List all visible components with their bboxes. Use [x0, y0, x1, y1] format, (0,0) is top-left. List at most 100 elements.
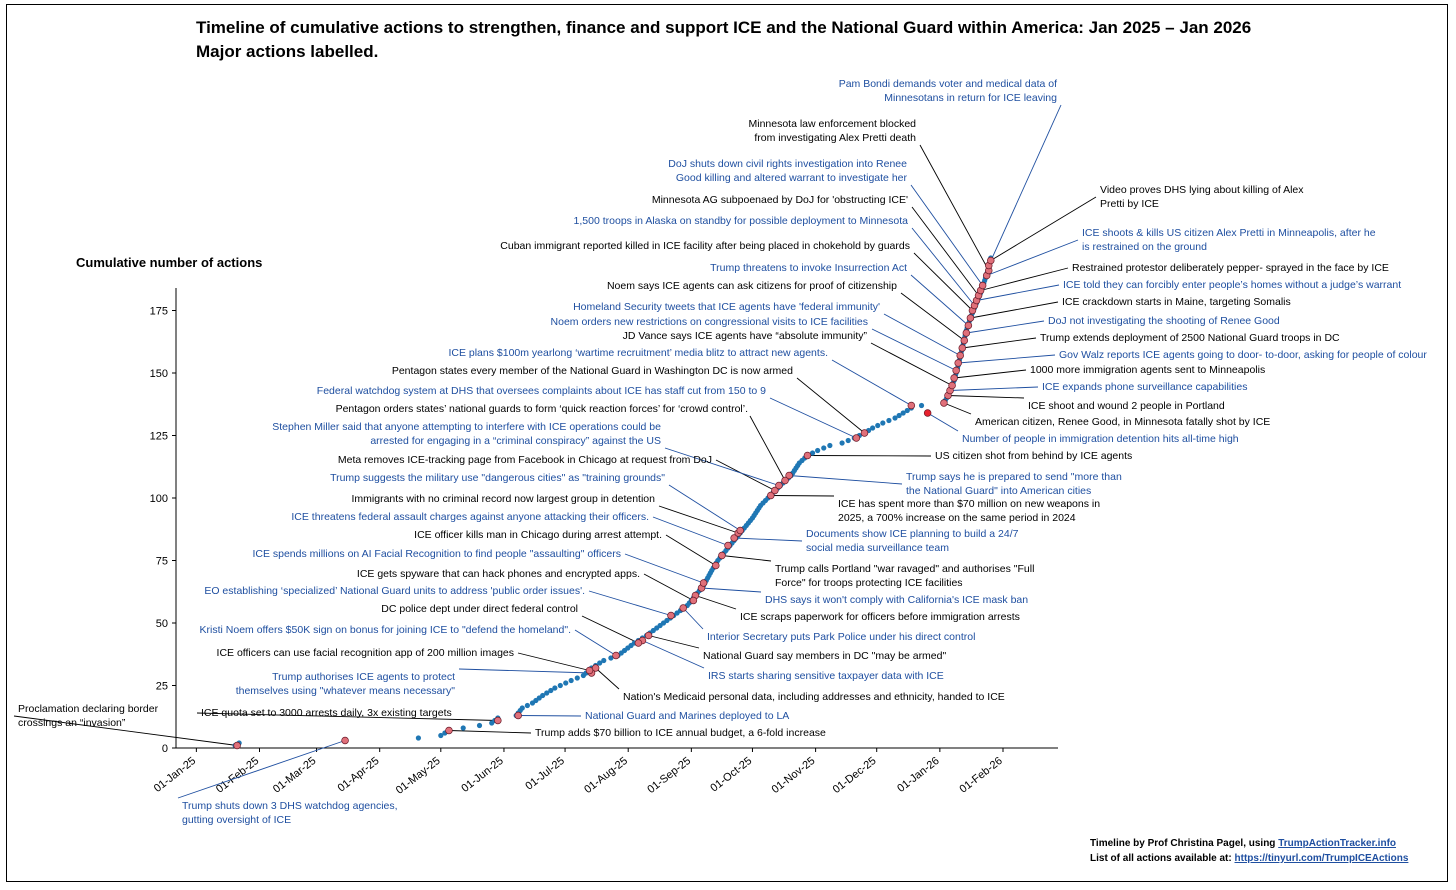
- annotation-label: Proclamation declaring border crossings a…: [18, 703, 159, 729]
- annotation-label-line: Number of people in immigration detentio…: [962, 433, 1239, 445]
- annotation-label-line: US citizen shot from behind by ICE agent…: [935, 450, 1132, 462]
- annotation-leader: [581, 615, 639, 644]
- y-tick-label: 0: [162, 743, 168, 755]
- y-tick-label: 150: [150, 368, 168, 380]
- data-point: [476, 722, 483, 729]
- highlight-point: [767, 491, 775, 500]
- highlight-point: [785, 471, 793, 480]
- annotation-label: Pam Bondi demands voter and medical data…: [839, 78, 1057, 104]
- annotation-label: Number of people in immigration detentio…: [962, 433, 1239, 445]
- chart-frame: [6, 4, 1448, 882]
- data-point: [870, 425, 876, 431]
- x-tick-label: 01-Nov-25: [770, 755, 818, 796]
- annotation-label-line: ICE gets spyware that can hack phones an…: [357, 568, 640, 580]
- highlight-point: [730, 534, 738, 542]
- annotation-label: 1,500 troops in Alaska on standby for po…: [574, 215, 909, 227]
- annotation-leader: [910, 184, 983, 286]
- annotation-label: JD Vance says ICE agents have “absolute …: [623, 330, 868, 342]
- x-tick-label: 01-Jun-25: [459, 755, 505, 795]
- annotation-label-line: Pentagon orders states’ national guards …: [336, 403, 748, 415]
- annotation-label-line: DoJ shuts down civil rights investigatio…: [668, 158, 907, 170]
- data-point: [557, 682, 563, 689]
- annotation-label-line: Trump threatens to invoke Insurrection A…: [710, 262, 907, 274]
- annotation-leader: [807, 455, 932, 457]
- highlight-point: [950, 374, 958, 382]
- highlight-point: [585, 666, 594, 675]
- annotation-label-line: National Guard say members in DC "may be…: [703, 650, 946, 662]
- y-tick-label: 75: [156, 556, 168, 568]
- annotation-label-line: ICE scraps paperwork for officers before…: [740, 611, 1020, 623]
- highlight-point: [724, 541, 732, 550]
- annotation-label: Noem orders new restrictions on congress…: [551, 316, 868, 328]
- annotation-leader: [900, 292, 965, 341]
- annotation-label-line: Federal watchdog system at DHS that over…: [317, 385, 766, 397]
- annotation-label-line: ICE expands phone surveillance capabilit…: [1042, 381, 1247, 393]
- footer-list-text: List of all actions available at:: [1090, 853, 1235, 864]
- annotation-label-line: 1,500 troops in Alaska on standby for po…: [574, 215, 909, 227]
- data-point: [568, 677, 574, 684]
- highlight-point: [494, 716, 502, 725]
- annotation-label-line: Homeland Security tweets that ICE agents…: [573, 301, 880, 313]
- annotation-label-line: DoJ not investigating the shooting of Re…: [1048, 315, 1280, 327]
- annotation-label-line: 2025, a 700% increase on the same period…: [838, 512, 1076, 524]
- data-point: [524, 702, 530, 709]
- annotation-label-line: Trump says he is prepared to send "more …: [906, 471, 1122, 483]
- tracker-link[interactable]: TrumpActionTracker.info: [1278, 838, 1397, 849]
- annotation-label: Minnesota law enforcement blocked from in…: [748, 118, 916, 144]
- data-point: [438, 732, 444, 739]
- annotation-leader: [458, 668, 592, 674]
- annotation-leader: [682, 607, 704, 630]
- annotation-leader: [950, 386, 1039, 391]
- data-point: [839, 440, 845, 446]
- annotation-leader: [643, 573, 694, 601]
- annotation-label: ICE threatens federal assault charges ag…: [291, 511, 649, 523]
- annotation-label: ICE quota set to 3000 arrests daily, 3x …: [201, 707, 452, 719]
- x-tick-label: 01-Sep-25: [645, 755, 693, 796]
- annotation-label: Cuban immigrant reported killed in ICE f…: [500, 240, 910, 252]
- annotation-label-line: Interior Secretary puts Park Police unde…: [707, 631, 975, 643]
- annotation-label-line: themselves using "whatever means necessa…: [236, 685, 456, 697]
- annotation-leader: [652, 516, 729, 546]
- annotation-label-line: Kristi Noem offers $50K sign on bonus fo…: [200, 624, 571, 636]
- annotation-label: IRS starts sharing sensitive taxpayer da…: [708, 670, 944, 682]
- annotation-label-line: crossings an “invasion”: [18, 717, 126, 729]
- annotation-label: ICE shoots & kills US citizen Alex Prett…: [1082, 227, 1376, 253]
- annotation-label-line: arrested for engaging in a “criminal con…: [370, 435, 661, 447]
- highlight-point: [954, 359, 962, 367]
- annotation-label-line: Pentagon states every member of the Nati…: [392, 365, 793, 377]
- annotation-label: ICE plans $100m yearlong ‘wartime recrui…: [448, 347, 828, 359]
- data-point: [827, 442, 833, 449]
- annotation-label-line: Meta removes ICE-tracking page from Face…: [338, 454, 712, 466]
- annotation-label: Trump calls Portland "war ravaged" and a…: [775, 563, 1034, 589]
- annotation-label: ICE told they can forcibly enter people’…: [1063, 279, 1401, 291]
- annotation-label: Trump adds $70 billion to ICE annual bud…: [535, 727, 826, 739]
- annotation-label: DC police dept under direct federal cont…: [381, 603, 578, 615]
- annotation-label: Immigrants with no criminal record now l…: [352, 493, 656, 505]
- chart-title: Timeline of cumulative actions to streng…: [196, 18, 1252, 37]
- highlight-point: [699, 579, 708, 587]
- footer-line-1: Timeline by Prof Christina Pagel, using …: [1090, 836, 1408, 851]
- annotation-label-line: gutting oversight of ICE: [182, 814, 291, 826]
- annotation-label-line: Pretti by ICE: [1100, 198, 1159, 210]
- annotation-leader: [966, 320, 1045, 334]
- data-point: [886, 417, 892, 424]
- highlight-point: [907, 401, 916, 410]
- actions-list-link[interactable]: https://tinyurl.com/TrumpICEActions: [1234, 853, 1409, 864]
- data-point: [608, 655, 614, 661]
- highlight-point: [718, 551, 726, 560]
- annotation-label-line: Force" for troops protecting ICE facilit…: [775, 577, 963, 589]
- highlight-point: [514, 711, 522, 720]
- annotation-label-line: Cuban immigrant reported killed in ICE f…: [500, 240, 910, 252]
- annotation-leader: [196, 712, 498, 721]
- annotation-leader: [883, 313, 961, 356]
- annotation-label: ICE crackdown starts in Maine, targeting…: [1062, 296, 1291, 308]
- chart-subtitle: Major actions labelled.: [196, 42, 379, 61]
- annotation-label-line: DC police dept under direct federal cont…: [381, 603, 578, 615]
- annotation-leader: [517, 652, 590, 671]
- annotation-label: Homeland Security tweets that ICE agents…: [573, 301, 880, 313]
- highlight-point: [612, 651, 620, 660]
- annotation-label-line: ICE told they can forcibly enter people’…: [1063, 279, 1401, 291]
- annotation-label-line: American citizen, Renee Good, in Minneso…: [975, 416, 1270, 428]
- data-point: [597, 660, 603, 666]
